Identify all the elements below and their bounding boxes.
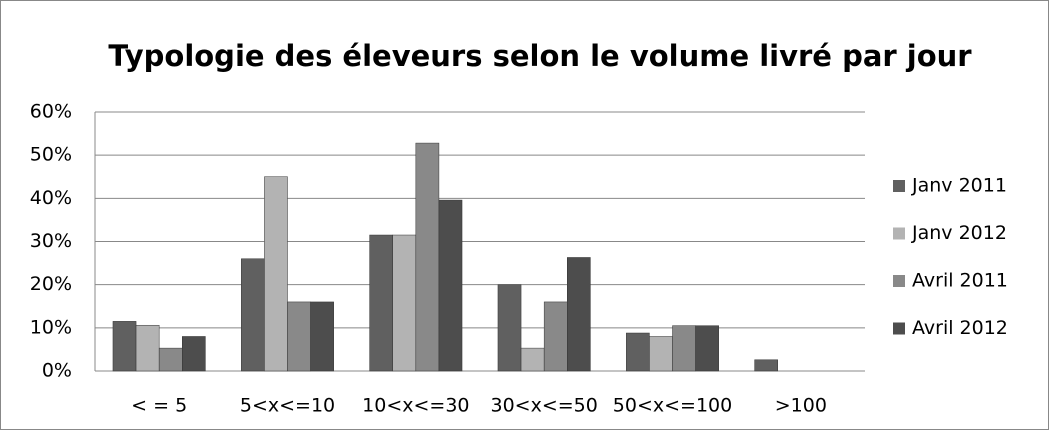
x-tick-label: 30<x<=50 — [490, 395, 597, 417]
bar — [310, 301, 334, 372]
bar — [112, 321, 137, 372]
bar — [264, 176, 288, 372]
bar — [754, 359, 778, 372]
x-tick-label: 10<x<=30 — [362, 395, 469, 417]
legend-label: Avril 2011 — [912, 270, 1008, 292]
y-tick-label: 20% — [30, 273, 72, 295]
bar — [497, 284, 522, 372]
legend-label: Janv 2011 — [911, 175, 1007, 197]
y-tick-label: 60% — [30, 101, 72, 123]
bar — [135, 324, 160, 372]
y-tick-label: 0% — [42, 360, 72, 382]
legend-label: Avril 2012 — [912, 317, 1008, 339]
bar — [695, 325, 719, 372]
bar — [626, 332, 650, 372]
y-tick-label: 50% — [30, 144, 72, 166]
y-tick-label: 40% — [30, 187, 72, 209]
x-tick-label: < = 5 — [131, 395, 187, 417]
bar — [415, 142, 440, 372]
bar — [182, 336, 206, 372]
y-tick-label: 10% — [30, 316, 72, 338]
y-tick-label: 30% — [30, 230, 72, 252]
chart-title: Typologie des éleveurs selon le volume l… — [108, 39, 972, 73]
legend-swatch — [893, 180, 905, 192]
x-tick-label: 50<x<=100 — [613, 395, 732, 417]
bar — [438, 199, 463, 372]
bar — [520, 347, 545, 372]
x-tick-label: 5<x<=10 — [240, 395, 335, 417]
bar — [287, 301, 311, 372]
bar — [672, 325, 696, 372]
legend-swatch — [893, 227, 905, 240]
bar — [543, 301, 568, 372]
x-tick-label: >100 — [775, 395, 827, 417]
bar — [649, 336, 673, 372]
legend-swatch — [893, 322, 905, 335]
bar — [567, 257, 591, 372]
bar — [369, 234, 393, 372]
bar — [241, 258, 265, 372]
bar — [392, 234, 417, 372]
legend-label: Janv 2012 — [911, 222, 1007, 244]
legend-swatch — [893, 275, 905, 287]
bar — [158, 347, 183, 372]
